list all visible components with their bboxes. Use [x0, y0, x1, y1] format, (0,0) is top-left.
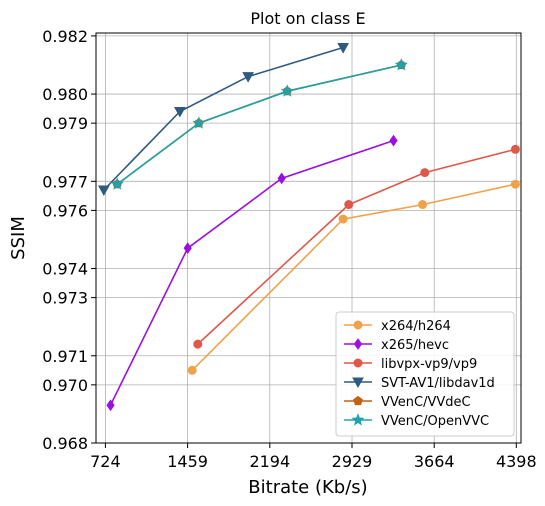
series-line: [197, 148, 516, 345]
chart-title: Plot on class E: [250, 9, 365, 28]
tick-layer: 724 1459 2194 2929 3664 4398 0.968 0.970 0.971 0.…: [42, 27, 536, 471]
x-tick-label: 2194: [249, 452, 290, 471]
x-tick-label: 4398: [496, 452, 537, 471]
data-point: [183, 242, 192, 255]
legend-item: SVT-AV1/libdav1d: [344, 376, 495, 391]
legend-marker: [352, 377, 364, 389]
data-point: [280, 84, 294, 97]
y-tick-label: 0.974: [42, 260, 88, 279]
data-point: [193, 339, 203, 349]
plot-frame: [95, 32, 522, 444]
series-line: [116, 64, 402, 185]
data-point: [106, 399, 115, 412]
series-line: [191, 183, 516, 371]
legend-item: VVenC/OpenVVC: [344, 413, 489, 429]
legend-marker: [353, 338, 363, 350]
y-tick-label: 0.982: [42, 27, 88, 46]
grid-layer: [96, 33, 521, 444]
legend-label: VVenC/VVdeC: [381, 395, 471, 410]
y-tick-label: 0.979: [42, 114, 88, 133]
legend-marker: [353, 358, 363, 368]
y-tick-label: 0.976: [42, 201, 88, 220]
y-tick-label: 0.971: [42, 347, 88, 366]
data-point: [277, 172, 286, 185]
data-point: [337, 43, 350, 54]
x-tick-label: 724: [90, 452, 121, 471]
legend-marker: [353, 320, 363, 330]
y-tick-label: 0.970: [42, 376, 88, 395]
data-point: [97, 185, 110, 197]
x-tick-label: 1459: [167, 452, 208, 471]
series-2: [106, 134, 398, 412]
series-3: [193, 144, 520, 349]
data-point: [510, 179, 520, 189]
data-point: [174, 107, 186, 118]
x-axis-label: Bitrate (Kb/s): [248, 477, 367, 498]
y-tick-label: 0.977: [42, 172, 88, 191]
series-line: [109, 139, 394, 406]
legend-label: SVT-AV1/libdav1d: [381, 376, 495, 391]
legend-label: x264/h264: [381, 319, 451, 334]
y-tick-label: 0.980: [42, 85, 88, 104]
series-layer: [97, 43, 520, 412]
legend-item: VVenC/VVdeC: [344, 395, 471, 410]
legend-label: x265/hevc: [381, 338, 449, 353]
data-point: [418, 200, 428, 210]
series-5: [112, 59, 407, 189]
legend-box: [335, 311, 515, 437]
data-point: [110, 177, 124, 190]
data-point: [192, 116, 206, 129]
data-point: [420, 168, 430, 178]
legend-item: x264/h264: [344, 319, 451, 334]
legend-item: x265/hevc: [344, 338, 449, 353]
legend-item: libvpx-vp9/vp9: [344, 357, 477, 372]
data-point: [394, 58, 408, 71]
data-point: [187, 365, 197, 375]
series-line: [103, 46, 344, 191]
legend-marker: [353, 395, 363, 406]
series-line: [116, 64, 402, 185]
x-tick-label: 3664: [414, 452, 455, 471]
data-point: [389, 134, 398, 147]
legend-marker: [351, 413, 365, 426]
legend: x264/h264 x265/hevc libvpx-vp9/vp9 SVT-AV1/…: [335, 311, 515, 437]
series-6: [110, 58, 408, 190]
data-point: [344, 200, 354, 210]
legend-label: libvpx-vp9/vp9: [381, 357, 477, 372]
x-tick-label: 2929: [332, 452, 373, 471]
series-4: [97, 43, 350, 197]
y-axis-label: SSIM: [8, 216, 29, 260]
series-1: [187, 179, 520, 375]
data-point: [510, 144, 520, 154]
legend-label: VVenC/OpenVVC: [381, 414, 489, 429]
data-point: [338, 214, 348, 224]
data-point: [242, 72, 254, 83]
y-tick-label: 0.973: [42, 289, 88, 308]
y-tick-label: 0.968: [42, 434, 88, 453]
